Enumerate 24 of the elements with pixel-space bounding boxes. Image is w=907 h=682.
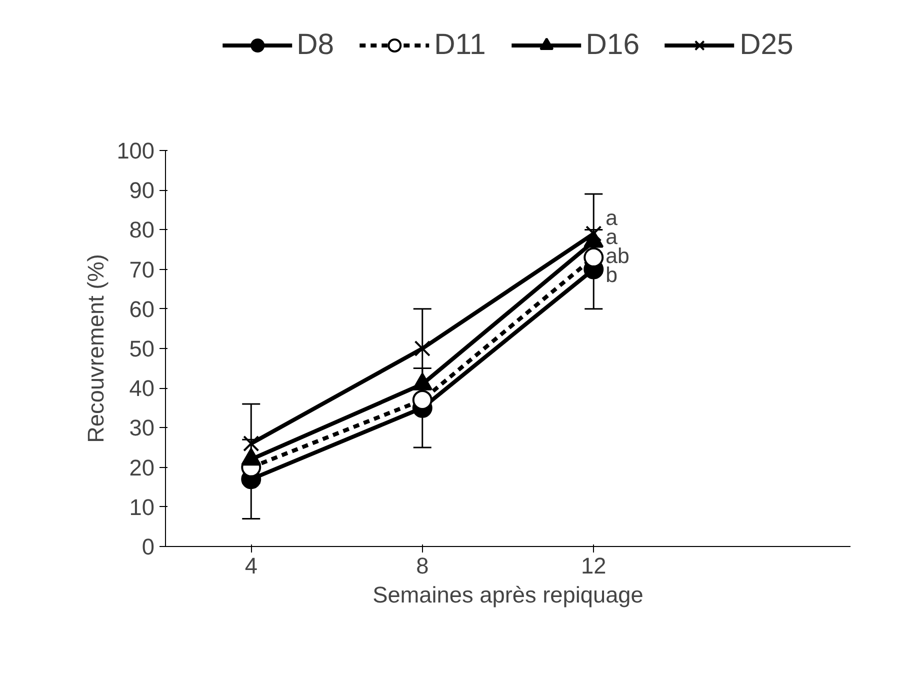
y-tick-label: 80 bbox=[129, 216, 154, 243]
x-axis-title: Semaines après repiquage bbox=[372, 582, 644, 608]
y-tick-label: 10 bbox=[129, 494, 154, 520]
y-tick-label: 20 bbox=[129, 454, 154, 480]
legend-label: D16 bbox=[586, 28, 640, 62]
legend-label: D8 bbox=[296, 28, 334, 62]
y-tick-label: 90 bbox=[129, 177, 154, 204]
point bbox=[243, 435, 260, 452]
point bbox=[412, 390, 432, 410]
legend-label: D11 bbox=[434, 28, 486, 62]
point bbox=[584, 247, 604, 268]
y-tick-label: 70 bbox=[129, 256, 154, 282]
x-tick-label: 12 bbox=[581, 552, 606, 578]
x-tick-label: 4 bbox=[244, 552, 258, 578]
y-tick-label: 60 bbox=[129, 296, 154, 322]
y-tick-label: 50 bbox=[129, 336, 154, 362]
y-tick-label: 0 bbox=[142, 534, 155, 560]
y-axis-title: Recouvrement (%) bbox=[82, 254, 109, 443]
y-tick-label: 40 bbox=[129, 375, 154, 402]
x-tick-label: 8 bbox=[416, 552, 429, 578]
y-tick-label: 100 bbox=[116, 138, 155, 164]
point bbox=[414, 340, 430, 357]
legend-label: D25 bbox=[740, 28, 794, 62]
y-tick-label: 30 bbox=[129, 414, 154, 441]
